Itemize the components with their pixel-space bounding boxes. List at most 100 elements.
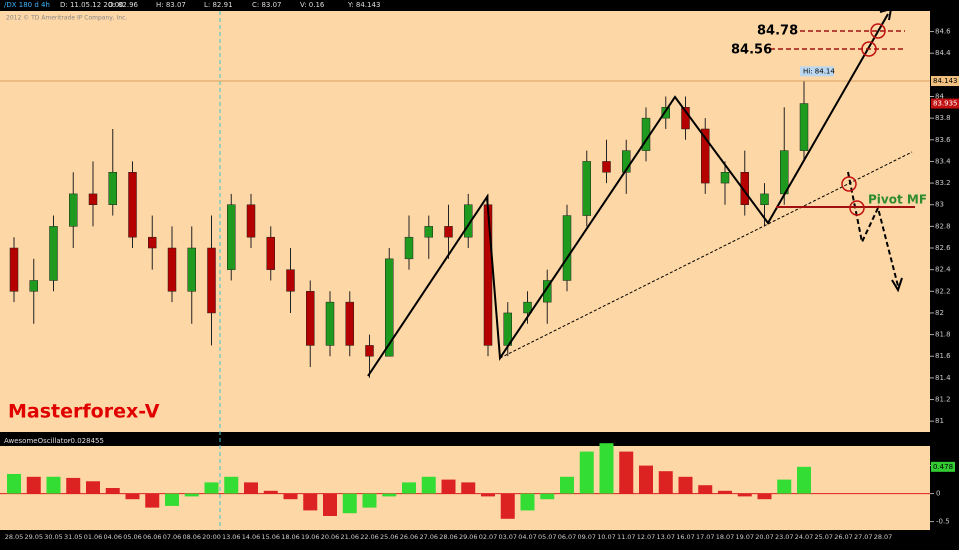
x-tick-label: 29.05 xyxy=(24,533,43,541)
x-tick-label: 14.06 xyxy=(242,533,261,541)
bar xyxy=(619,451,634,494)
candle-body xyxy=(740,172,749,205)
bar xyxy=(500,493,515,519)
x-tick-label: 16.07 xyxy=(676,533,695,541)
header-field: D: 11.05.12 20:00 xyxy=(60,1,124,9)
y-tick-label: 81.6 xyxy=(935,352,951,360)
bar xyxy=(66,477,81,494)
y-tick-label: 81.4 xyxy=(935,374,951,382)
bar xyxy=(481,493,495,497)
y-tick-label: 81 xyxy=(935,417,944,425)
y-tick-label: 84 xyxy=(935,92,944,100)
bar xyxy=(520,493,535,511)
y-tick-label: 82 xyxy=(935,309,944,317)
level-label: 84.56 xyxy=(731,43,772,58)
candle-body xyxy=(365,345,374,357)
x-tick-label: 26.07 xyxy=(834,533,853,541)
marker xyxy=(861,41,877,57)
x-tick-label: 11.07 xyxy=(617,533,636,541)
x-tick-label: 19.07 xyxy=(735,533,754,541)
x-tick-label: 31.05 xyxy=(64,533,83,541)
header-field: H: 83.07 xyxy=(156,1,186,9)
x-tick-label: 27.06 xyxy=(419,533,438,541)
candle-body xyxy=(345,301,354,346)
candle-body xyxy=(780,150,789,195)
x-tick-label: 20:00 xyxy=(202,533,221,541)
candle-body xyxy=(799,103,809,151)
x-tick-label: 12.07 xyxy=(637,533,656,541)
marker xyxy=(870,23,886,39)
bar xyxy=(658,471,673,494)
candle-body xyxy=(720,172,730,184)
header-field: L: 82.91 xyxy=(204,1,233,9)
x-tick-label: 05.07 xyxy=(538,533,557,541)
candle-body xyxy=(148,236,157,249)
current-price: 83.935 xyxy=(933,100,958,108)
candle-body xyxy=(29,280,38,292)
high-badge xyxy=(800,66,834,77)
y-tick-label: 83.8 xyxy=(935,114,951,122)
bar xyxy=(441,479,456,494)
candle-body xyxy=(661,107,670,119)
x-tick-label: 21.06 xyxy=(340,533,359,541)
y-tick-label: 82.8 xyxy=(935,222,951,230)
x-tick-label: 08.06 xyxy=(182,533,201,541)
bar xyxy=(757,493,772,500)
candle-body xyxy=(286,269,295,292)
last-value: 0.478 xyxy=(933,463,953,471)
candle-body xyxy=(187,247,196,292)
x-tick-label: 03.07 xyxy=(498,533,517,541)
x-tick-label: 27.07 xyxy=(854,533,873,541)
y-tick-label: 0 xyxy=(936,490,940,498)
bar xyxy=(737,493,752,497)
candle-body xyxy=(701,128,710,184)
level-label: 84.78 xyxy=(757,24,798,39)
candle-body xyxy=(69,193,78,227)
x-tick-label: 28.05 xyxy=(5,533,24,541)
bar xyxy=(540,493,555,500)
x-tick-label: 01.06 xyxy=(84,533,103,541)
candle-body xyxy=(602,161,611,173)
x-tick-label: 24.07 xyxy=(795,533,814,541)
value-badge xyxy=(931,461,955,472)
bar xyxy=(145,493,160,508)
bar xyxy=(718,490,732,494)
x-tick-label: 25.07 xyxy=(814,533,833,541)
bar xyxy=(283,493,298,500)
candle-body xyxy=(167,247,177,292)
y-tick-label: 82.4 xyxy=(935,266,951,274)
candle-body xyxy=(246,204,256,238)
y-tick-label: 83.2 xyxy=(935,179,951,187)
candle-body xyxy=(266,236,275,270)
candle-body xyxy=(88,193,98,205)
bar xyxy=(165,493,179,506)
bar xyxy=(777,479,792,494)
candle-body xyxy=(404,236,414,260)
price-badge xyxy=(931,98,959,109)
y-tick-label: 84.4 xyxy=(935,49,951,57)
x-tick-label: 20.07 xyxy=(755,533,774,541)
x-tick-label: 04.07 xyxy=(518,533,537,541)
x-tick-label: 13.06 xyxy=(222,533,241,541)
x-tick-label: 25.06 xyxy=(380,533,399,541)
header-field: O: 82.96 xyxy=(108,1,139,9)
bar xyxy=(7,474,21,494)
bar xyxy=(224,476,239,494)
x-tick-label: 29.06 xyxy=(459,533,478,541)
bar xyxy=(86,481,100,494)
bar xyxy=(303,493,318,511)
candle-body xyxy=(325,301,335,346)
x-tick-label: 06.07 xyxy=(558,533,577,541)
bar xyxy=(105,488,120,494)
bar xyxy=(46,476,61,494)
price-badge xyxy=(931,76,959,87)
candle-body xyxy=(128,172,137,238)
y-tick-label: 82.6 xyxy=(935,244,951,252)
marker xyxy=(849,200,865,216)
x-tick-label: 28.07 xyxy=(874,533,893,541)
y-tick-label: 83.4 xyxy=(935,157,951,165)
plot: 84.6 84.4 84 83.8 83.6 83.4 83.2 83 82.8 82.6 82.4… xyxy=(0,28,959,541)
y-tick-label: 81.2 xyxy=(935,396,951,404)
candle-body xyxy=(483,204,493,346)
